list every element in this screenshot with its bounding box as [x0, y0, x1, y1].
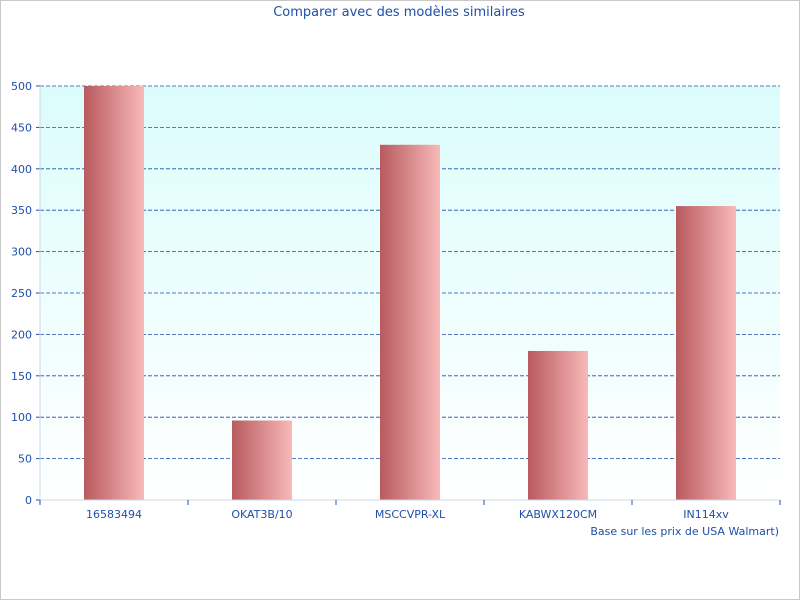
y-tick-label: 200 [11, 328, 32, 341]
bar [380, 144, 440, 500]
y-tick-label: 250 [11, 287, 32, 300]
bar [676, 206, 736, 500]
y-tick-label: 150 [11, 370, 32, 383]
x-tick-label: 16583494 [86, 508, 142, 521]
y-tick-label: 0 [25, 494, 32, 507]
y-tick-label: 300 [11, 246, 32, 259]
y-tick-label: 400 [11, 163, 32, 176]
source-note: Base sur les prix de USA Walmart) [590, 525, 779, 538]
bar [232, 420, 292, 500]
bar [84, 86, 144, 500]
y-tick-label: 450 [11, 121, 32, 134]
chart-title: Comparer avec des modèles similaires [273, 5, 525, 20]
x-tick-label: MSCCVPR-XL [375, 508, 446, 521]
x-tick-label: KABWX120CM [519, 508, 597, 521]
y-tick-label: 100 [11, 411, 32, 424]
y-tick-label: 500 [11, 80, 32, 93]
x-tick-label: OKAT3B/10 [231, 508, 292, 521]
y-tick-label: 350 [11, 204, 32, 217]
bar [528, 350, 588, 500]
x-tick-label: IN114xv [683, 508, 729, 521]
y-tick-label: 50 [18, 453, 32, 466]
